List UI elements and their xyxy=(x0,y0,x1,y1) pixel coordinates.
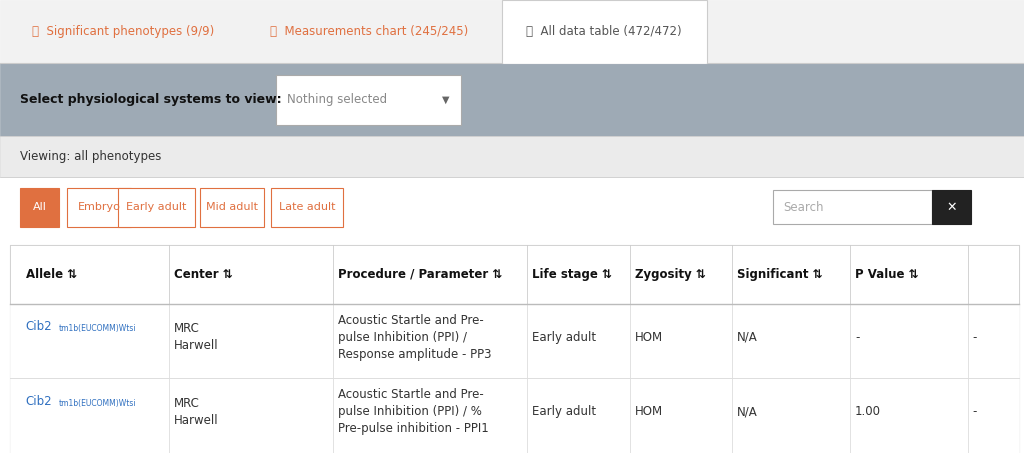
Text: MRC
Harwell: MRC Harwell xyxy=(174,397,219,427)
Text: Early adult: Early adult xyxy=(532,331,597,344)
Text: Zygosity ⇅: Zygosity ⇅ xyxy=(635,268,706,280)
Text: Early adult: Early adult xyxy=(126,202,186,212)
Text: Life stage ⇅: Life stage ⇅ xyxy=(532,268,612,280)
Text: Center ⇅: Center ⇅ xyxy=(174,268,232,280)
Text: Late adult: Late adult xyxy=(279,202,336,212)
Text: Allele ⇅: Allele ⇅ xyxy=(26,268,77,280)
Text: Early adult: Early adult xyxy=(532,405,597,419)
Text: Select physiological systems to view:: Select physiological systems to view: xyxy=(20,93,282,106)
Text: -: - xyxy=(973,331,977,344)
Text: P Value ⇅: P Value ⇅ xyxy=(855,268,919,280)
Text: All: All xyxy=(33,202,47,212)
Text: Embryo: Embryo xyxy=(78,202,120,212)
FancyBboxPatch shape xyxy=(10,245,1019,304)
FancyBboxPatch shape xyxy=(10,304,1019,378)
Text: tm1b(EUCOMM)Wtsi: tm1b(EUCOMM)Wtsi xyxy=(58,399,136,408)
Text: -: - xyxy=(973,405,977,419)
Text: ✕: ✕ xyxy=(946,201,956,214)
FancyBboxPatch shape xyxy=(271,188,343,226)
Text: MRC
Harwell: MRC Harwell xyxy=(174,322,219,352)
Text: N/A: N/A xyxy=(737,405,758,419)
Text: Nothing selected: Nothing selected xyxy=(287,93,387,106)
FancyBboxPatch shape xyxy=(773,190,932,224)
Text: Acoustic Startle and Pre-
pulse Inhibition (PPI) / %
Pre-pulse inhibition - PPI1: Acoustic Startle and Pre- pulse Inhibiti… xyxy=(338,388,488,435)
Text: 🖹  All data table (472/472): 🖹 All data table (472/472) xyxy=(526,25,682,38)
Text: ▼: ▼ xyxy=(441,95,450,105)
Text: 🖹  Significant phenotypes (9/9): 🖹 Significant phenotypes (9/9) xyxy=(32,25,214,38)
FancyBboxPatch shape xyxy=(502,0,707,63)
FancyBboxPatch shape xyxy=(0,63,1024,136)
Text: Viewing: all phenotypes: Viewing: all phenotypes xyxy=(20,150,162,163)
FancyBboxPatch shape xyxy=(118,188,195,226)
FancyBboxPatch shape xyxy=(503,60,706,63)
Text: HOM: HOM xyxy=(635,405,663,419)
Text: Cib2: Cib2 xyxy=(26,395,52,408)
Text: tm1b(EUCOMM)Wtsi: tm1b(EUCOMM)Wtsi xyxy=(58,324,136,333)
FancyBboxPatch shape xyxy=(200,188,264,226)
FancyBboxPatch shape xyxy=(276,75,461,125)
Text: 1.00: 1.00 xyxy=(855,405,881,419)
Text: Significant ⇅: Significant ⇅ xyxy=(737,268,822,280)
FancyBboxPatch shape xyxy=(67,188,131,226)
Text: Search: Search xyxy=(783,201,824,214)
FancyBboxPatch shape xyxy=(10,245,1019,453)
Text: Cib2: Cib2 xyxy=(26,320,52,333)
FancyBboxPatch shape xyxy=(0,136,1024,177)
FancyBboxPatch shape xyxy=(20,188,59,226)
Text: 🖹  Measurements chart (245/245): 🖹 Measurements chart (245/245) xyxy=(269,25,468,38)
Text: N/A: N/A xyxy=(737,331,758,344)
FancyBboxPatch shape xyxy=(10,378,1019,453)
FancyBboxPatch shape xyxy=(932,190,971,224)
Text: -: - xyxy=(855,331,859,344)
FancyBboxPatch shape xyxy=(0,0,1024,63)
Text: Acoustic Startle and Pre-
pulse Inhibition (PPI) /
Response amplitude - PP3: Acoustic Startle and Pre- pulse Inhibiti… xyxy=(338,313,492,361)
Text: Mid adult: Mid adult xyxy=(206,202,258,212)
Text: Procedure / Parameter ⇅: Procedure / Parameter ⇅ xyxy=(338,268,502,280)
Text: HOM: HOM xyxy=(635,331,663,344)
